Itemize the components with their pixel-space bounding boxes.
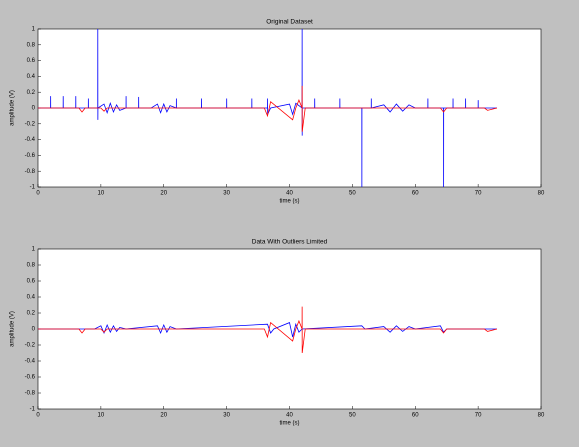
x-axis-label: time (s)	[280, 199, 300, 205]
x-tick-label: 30	[223, 413, 230, 419]
x-tick-label: 70	[475, 191, 482, 197]
y-tick-label: 0.2	[27, 90, 36, 96]
y-tick-label: 0.6	[27, 58, 36, 64]
y-tick-label: -1	[30, 407, 36, 413]
x-tick-label: 0	[36, 413, 40, 419]
x-tick-label: 40	[286, 191, 293, 197]
y-tick-label: -0.6	[25, 375, 36, 381]
chart-title: Data With Outliers Limited	[252, 239, 328, 246]
y-tick-label: 0.8	[27, 263, 36, 269]
y-tick-label: -0.8	[25, 391, 36, 397]
y-tick-label: -0.2	[25, 121, 36, 127]
y-tick-label: 1	[32, 247, 36, 253]
y-tick-label: 0	[32, 327, 36, 333]
x-tick-label: 40	[286, 413, 293, 419]
y-tick-label: -1	[30, 185, 36, 191]
x-tick-label: 50	[349, 413, 356, 419]
chart-title: Original Dataset	[266, 19, 313, 26]
y-axis-label: amplitude (V)	[10, 90, 16, 126]
x-tick-label: 80	[538, 191, 545, 197]
y-tick-label: -0.2	[25, 343, 36, 349]
x-axis-label: time (s)	[280, 421, 300, 427]
x-tick-label: 20	[160, 191, 167, 197]
y-tick-label: 0.4	[27, 74, 36, 80]
x-tick-label: 20	[160, 413, 167, 419]
y-tick-label: -0.8	[25, 169, 36, 175]
data-line	[38, 85, 498, 132]
y-tick-label: 0.6	[27, 279, 36, 285]
y-axis-label: amplitude (V)	[10, 311, 16, 347]
y-tick-label: 0.4	[27, 295, 36, 301]
x-tick-label: 30	[223, 191, 230, 197]
y-tick-label: 0	[32, 106, 36, 112]
y-tick-label: -0.4	[25, 137, 36, 143]
y-tick-label: 1	[32, 27, 36, 33]
x-tick-label: 10	[98, 191, 105, 197]
data-line	[38, 306, 498, 354]
y-tick-label: -0.4	[25, 359, 36, 365]
x-tick-label: 70	[475, 413, 482, 419]
data-line	[38, 322, 497, 338]
x-tick-label: 50	[349, 191, 356, 197]
x-tick-label: 60	[412, 191, 419, 197]
x-tick-label: 80	[538, 413, 545, 419]
y-tick-label: 0.2	[27, 311, 36, 317]
y-tick-label: 0.8	[27, 42, 36, 48]
x-tick-label: 10	[98, 413, 105, 419]
x-tick-label: 0	[36, 191, 40, 197]
y-tick-label: -0.6	[25, 153, 36, 159]
x-tick-label: 60	[412, 413, 419, 419]
